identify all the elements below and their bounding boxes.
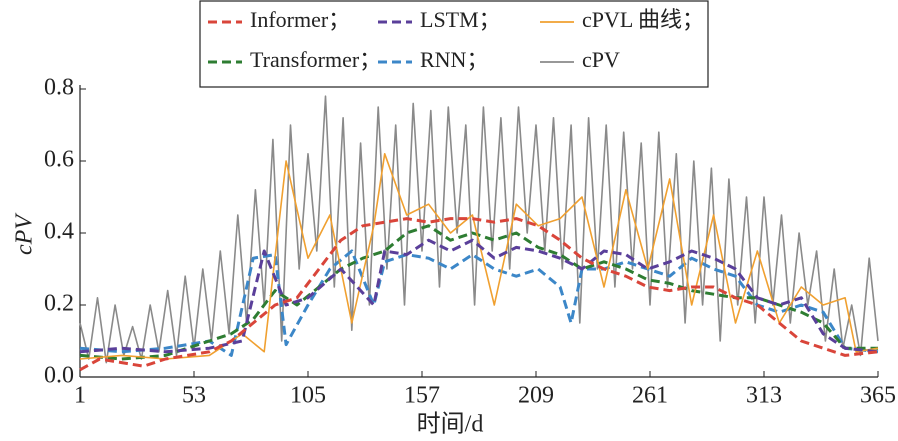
y-tick-label: 0.2 [44, 291, 74, 317]
x-tick-label: 365 [860, 383, 896, 409]
y-tick-label: 0.0 [44, 363, 74, 389]
x-tick-label: 157 [404, 383, 440, 409]
x-tick-label: 105 [290, 383, 326, 409]
legend-label: LSTM； [420, 7, 501, 32]
legend-label: cPV [582, 47, 620, 72]
x-tick-label: 313 [746, 383, 782, 409]
x-tick-label: 1 [74, 383, 86, 409]
legend-label: RNN； [420, 47, 488, 72]
x-axis-label: 时间/d [417, 411, 484, 438]
series-line [79, 217, 879, 372]
series-line [79, 153, 879, 360]
y-tick-label: 0.4 [44, 219, 74, 245]
x-tick-label: 261 [632, 383, 668, 409]
x-tick-label: 209 [518, 383, 554, 409]
legend-label: Transformer； [250, 47, 381, 72]
legend-box [199, 0, 709, 88]
y-axis-label: cPV [12, 213, 38, 255]
legend-label: cPVL 曲线； [582, 7, 704, 32]
series-line [79, 95, 879, 364]
legend-label: Informer； [250, 7, 350, 32]
x-tick-label: 53 [182, 383, 206, 409]
y-tick-label: 0.8 [44, 75, 74, 101]
y-tick-label: 0.6 [44, 147, 74, 173]
series-line [79, 238, 879, 354]
series-line [79, 224, 878, 361]
series-line [79, 249, 879, 357]
